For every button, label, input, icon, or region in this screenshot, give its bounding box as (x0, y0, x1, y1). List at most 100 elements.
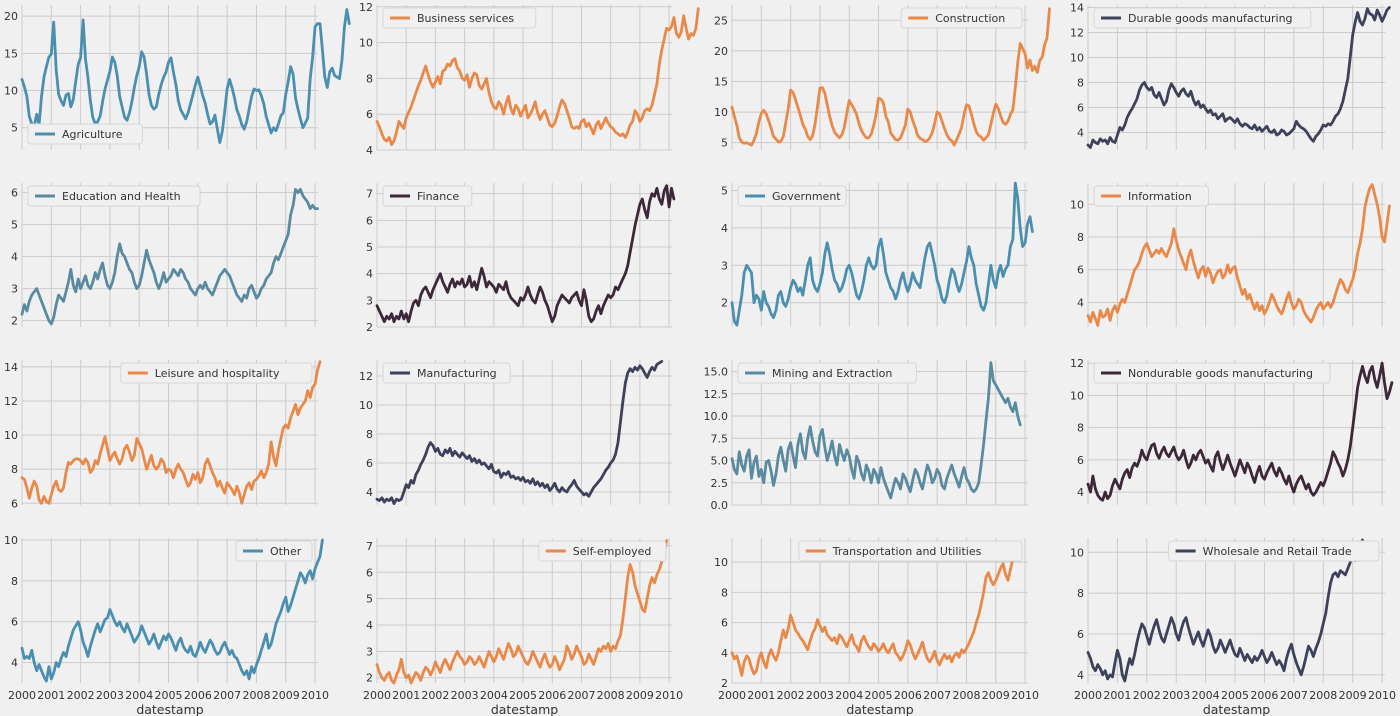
y-tick-label: 6 (366, 457, 373, 470)
x-tick-label: 2009 (982, 689, 1010, 702)
legend: Agriculture (27, 123, 143, 145)
x-tick-label: 2006 (184, 689, 212, 702)
series-line-agriculture (20, 8, 351, 145)
x-tick-label: 2002 (67, 689, 95, 702)
plot-area (732, 5, 1028, 150)
legend-label: Construction (935, 12, 1005, 25)
series-line-other (20, 538, 324, 683)
legend-label: Transportation and Utilities (832, 545, 982, 558)
legend: Education and Health (27, 185, 201, 207)
y-tick-label: 10 (4, 85, 18, 98)
x-tick-label: 2007 (1280, 689, 1308, 702)
y-tick-label: 2 (366, 321, 373, 334)
panel-leisure-and-hospitality: 6 8 10 12 14 Leisure and hospitality (4, 360, 322, 510)
y-tick-label: 25 (714, 14, 728, 27)
legend-box (120, 362, 313, 384)
y-tick-label: 4 (721, 222, 728, 235)
plot-area (1088, 538, 1385, 683)
plot-area (1088, 360, 1385, 505)
y-tick-label: 3 (721, 259, 728, 272)
series-line-business-services (375, 7, 700, 147)
legend: Other (235, 540, 313, 562)
x-tick-label: 2007 (567, 689, 595, 702)
y-tick-label: 15 (4, 47, 18, 60)
x-tick-label: 2000 (8, 689, 36, 702)
y-tick-label: 6 (11, 616, 18, 629)
y-tick-label: 2 (721, 297, 728, 310)
x-tick-label: 2008 (1309, 689, 1337, 702)
x-tick-label: 2003 (451, 689, 479, 702)
y-tick-label: 5.0 (711, 455, 729, 468)
legend-label: Self-employed (573, 545, 652, 558)
y-tick-label: 15.0 (704, 366, 729, 379)
legend: Transportation and Utilities (798, 540, 1023, 562)
y-tick-label: 4 (366, 268, 373, 281)
x-tick-label: 2003 (806, 689, 834, 702)
legend-label: Finance (417, 190, 459, 203)
y-tick-label: 10 (359, 399, 373, 412)
y-tick-label: 5 (721, 137, 728, 150)
panel-manufacturing: 4 6 8 10 12 Manufacturing (359, 359, 672, 506)
panel-construction: 5 10 15 20 25 Construction (714, 5, 1051, 150)
x-tick-label: 2004 (125, 689, 153, 702)
x-tick-label: 2002 (1133, 689, 1161, 702)
panel-business-services: 4 6 8 10 12 Business services (359, 1, 700, 157)
legend-label: Nondurable goods manufacturing (1128, 367, 1313, 380)
legend-label: Leisure and hospitality (155, 367, 280, 380)
x-tick-label: 2004 (480, 689, 508, 702)
legend-label: Manufacturing (417, 367, 497, 380)
y-tick-label: 10 (714, 106, 728, 119)
x-tick-label: 2006 (538, 689, 566, 702)
y-tick-label: 20 (714, 45, 728, 58)
legend: Leisure and hospitality (120, 362, 313, 384)
x-tick-label: 2008 (597, 689, 625, 702)
y-tick-label: 2.5 (711, 477, 729, 490)
legend-box (235, 540, 313, 562)
legend: Government (737, 185, 847, 207)
legend-box (538, 540, 667, 562)
plot-area (22, 360, 318, 505)
series-line-self-employed (375, 539, 668, 685)
y-tick-label: 10 (714, 556, 728, 569)
x-axis-label: datestamp (1203, 702, 1270, 716)
panel-nondurable-goods-manufacturing: 4 6 8 10 12 Nondurable goods manufacturing (1070, 357, 1394, 505)
legend: Finance (382, 185, 473, 207)
x-tick-label: 2000 (363, 689, 391, 702)
y-tick-label: 12 (4, 395, 18, 408)
series-line-education-and-health (20, 187, 319, 326)
x-axis-label: datestamp (846, 702, 913, 716)
legend-box (1168, 540, 1380, 562)
y-tick-label: 8 (1077, 422, 1084, 435)
y-tick-label: 5 (366, 241, 373, 254)
y-tick-label: 4 (1077, 486, 1084, 499)
x-tick-label: 2006 (1250, 689, 1278, 702)
x-tick-label: 2005 (155, 689, 183, 702)
x-tick-label: 2010 (301, 689, 329, 702)
y-tick-label: 4 (1077, 669, 1084, 682)
y-tick-label: 4 (1077, 296, 1084, 309)
y-tick-label: 6 (721, 617, 728, 630)
y-tick-label: 5 (366, 593, 373, 606)
y-tick-label: 3 (366, 645, 373, 658)
plot-area (1088, 183, 1385, 327)
y-tick-label: 12 (1070, 357, 1084, 370)
y-tick-label: 8 (366, 428, 373, 441)
y-tick-label: 7 (366, 540, 373, 553)
x-tick-label: 2000 (1074, 689, 1102, 702)
y-tick-label: 14 (1070, 2, 1084, 15)
y-tick-label: 5 (721, 184, 728, 197)
y-tick-label: 8 (11, 463, 18, 476)
panel-durable-goods-manufacturing: 4 6 8 10 12 14 Durable goods manufacturing (1070, 2, 1391, 150)
legend-box (900, 7, 1023, 29)
legend-label: Information (1128, 190, 1192, 203)
y-tick-label: 15 (714, 75, 728, 88)
y-tick-label: 10 (4, 534, 18, 547)
y-tick-label: 6 (1077, 102, 1084, 115)
legend: Nondurable goods manufacturing (1093, 362, 1331, 384)
x-tick-label: 2001 (37, 689, 65, 702)
x-tick-label: 2005 (865, 689, 893, 702)
plot-area (377, 5, 672, 150)
